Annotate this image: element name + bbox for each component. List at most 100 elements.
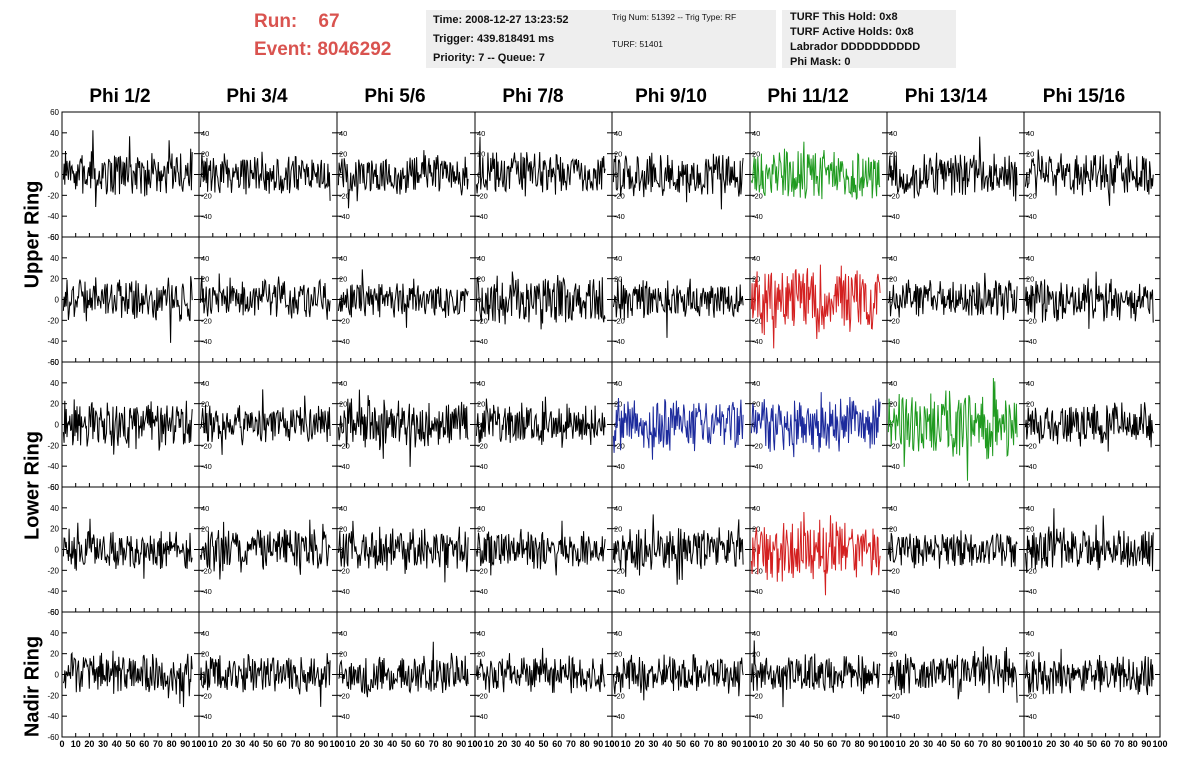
waveform-trace — [612, 514, 744, 585]
waveform-panel-r3-c2: -40 -20 0 20 40 — [198, 361, 338, 488]
y-tick-label: -40 — [201, 212, 212, 221]
x-tick-label: 90 — [180, 739, 190, 749]
x-tick-label: 0 — [59, 739, 64, 749]
y-tick-label: 40 — [477, 629, 485, 638]
waveform-trace — [612, 397, 744, 460]
waveform-panel-r3-c4: -40 -20 0 20 40 — [474, 361, 613, 488]
x-tick-label: 70 — [841, 739, 851, 749]
y-tick-label: 40 — [752, 129, 760, 138]
column-header-phi-7-8: Phi 7/8 — [502, 86, 564, 107]
waveform-trace — [62, 650, 193, 708]
y-tick-label: 20 — [477, 525, 485, 534]
trigger-text: Trigger: 439.818491 ms — [433, 33, 555, 45]
x-tick-label: 100 — [879, 739, 894, 749]
x-tick-label: 50 — [813, 739, 823, 749]
y-tick-label: -60 — [47, 608, 59, 617]
y-tick-label: -20 — [889, 316, 900, 325]
waveform-trace — [750, 511, 881, 596]
x-tick-label: 20 — [222, 739, 232, 749]
y-tick-label: 20 — [339, 525, 347, 534]
y-tick-label: 60 — [50, 483, 59, 492]
y-tick-label: -20 — [477, 691, 488, 700]
waveform-panel-r3-c1: -60 -40 -20 0 20 40 60 — [47, 358, 200, 492]
y-tick-label: -20 — [47, 566, 59, 575]
y-tick-label: 0 — [614, 671, 618, 680]
y-tick-label: 20 — [752, 400, 760, 409]
y-tick-label: 40 — [339, 629, 347, 638]
waveform-panel-r4-c3: -40 -20 0 20 40 — [336, 486, 476, 613]
x-tick-label: 40 — [800, 739, 810, 749]
y-tick-label: 40 — [50, 129, 59, 138]
y-tick-label: -40 — [47, 212, 59, 221]
y-tick-label: -40 — [889, 212, 900, 221]
y-tick-label: -40 — [1026, 462, 1037, 471]
y-tick-label: 40 — [201, 504, 209, 513]
y-tick-label: 0 — [55, 421, 60, 430]
y-tick-label: 20 — [339, 650, 347, 659]
panel-frame — [336, 361, 476, 488]
y-tick-label: 0 — [477, 546, 481, 555]
y-tick-label: -20 — [201, 691, 212, 700]
y-tick-label: 20 — [477, 400, 485, 409]
y-tick-label: 0 — [477, 671, 481, 680]
x-tick-label: 60 — [552, 739, 562, 749]
y-tick-label: 20 — [889, 650, 897, 659]
priority-text: Priority: 7 -- Queue: 7 — [433, 52, 545, 64]
y-tick-label: -40 — [477, 337, 488, 346]
x-tick-label: 40 — [937, 739, 947, 749]
x-tick-label: 70 — [429, 739, 439, 749]
y-tick-label: 20 — [201, 150, 209, 159]
y-tick-label: -20 — [201, 316, 212, 325]
y-tick-label: 40 — [201, 254, 209, 263]
x-tick-label: 20 — [909, 739, 919, 749]
y-tick-label: -20 — [889, 191, 900, 200]
y-tick-label: 40 — [339, 504, 347, 513]
y-tick-label: -20 — [477, 566, 488, 575]
x-tick-label: 30 — [786, 739, 796, 749]
y-tick-label: -20 — [1026, 316, 1037, 325]
y-tick-label: 0 — [201, 671, 205, 680]
waveform-trace — [199, 389, 331, 455]
phi-mask-text: Phi Mask: 0 — [790, 56, 851, 68]
x-tick-label: 20 — [772, 739, 782, 749]
x-tick-label: 10 — [1033, 739, 1043, 749]
waveform-trace — [475, 396, 606, 448]
x-tick-label: 50 — [401, 739, 411, 749]
y-tick-label: 40 — [614, 504, 622, 513]
y-tick-label: -20 — [339, 316, 350, 325]
y-tick-label: -20 — [752, 441, 763, 450]
x-tick-label: 90 — [868, 739, 878, 749]
x-tick-label: 100 — [329, 739, 344, 749]
y-tick-label: 0 — [477, 421, 481, 430]
y-tick-label: -40 — [47, 712, 59, 721]
y-tick-label: 40 — [201, 629, 209, 638]
y-tick-label: 20 — [889, 150, 897, 159]
x-tick-label: 30 — [235, 739, 245, 749]
waveform-trace — [337, 150, 469, 209]
y-tick-label: -20 — [47, 316, 59, 325]
waveform-trace — [1024, 648, 1154, 696]
x-tick-label: 80 — [717, 739, 727, 749]
y-tick-label: 40 — [50, 379, 59, 388]
waveform-trace — [338, 641, 469, 698]
x-tick-label: 0 — [747, 739, 752, 749]
waveform-panel-r1-c3: -40 -20 0 20 40 — [336, 111, 476, 238]
waveform-trace — [475, 647, 606, 694]
x-tick-label: 30 — [648, 739, 658, 749]
x-tick-label: 70 — [153, 739, 163, 749]
waveform-panel-r1-c1: -60 -40 -20 0 20 40 60 — [47, 108, 200, 242]
x-tick-label: 100 — [1016, 739, 1031, 749]
y-tick-label: 20 — [889, 275, 897, 284]
y-tick-label: -40 — [477, 462, 488, 471]
y-tick-label: 20 — [50, 150, 59, 159]
x-tick-label: 50 — [950, 739, 960, 749]
y-tick-label: -40 — [1026, 587, 1037, 596]
x-tick-label: 90 — [731, 739, 741, 749]
